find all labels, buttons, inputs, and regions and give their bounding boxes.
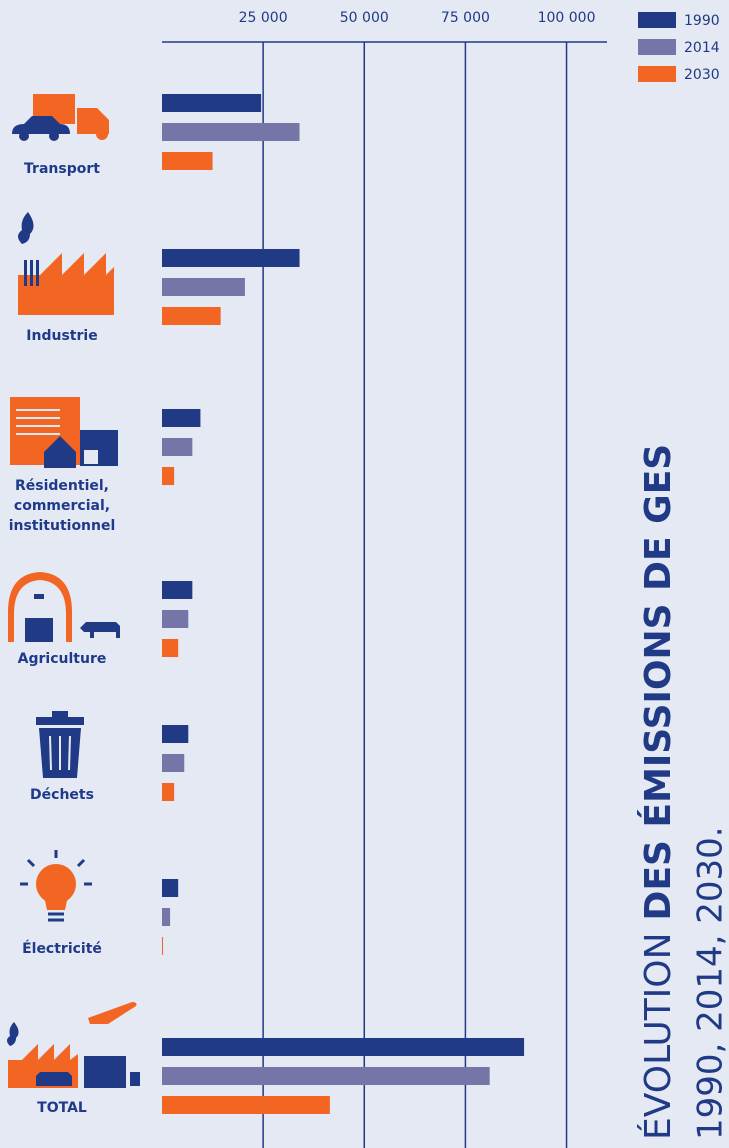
x-tick-label: 25 000 (239, 10, 288, 26)
cow-icon (36, 1072, 72, 1086)
barn-door (25, 618, 53, 642)
bar (162, 409, 201, 427)
chart-title: ÉVOLUTION DES ÉMISSIONS DE GES (637, 444, 679, 1140)
car-icon (49, 131, 59, 141)
bulb-rays (20, 850, 92, 922)
bar (162, 581, 193, 599)
x-tick-label: 50 000 (340, 10, 389, 26)
bar (162, 908, 171, 926)
smoke-icon (7, 1022, 19, 1046)
category-label: Électricité (22, 941, 102, 957)
factory-icon (18, 253, 114, 315)
bar (162, 438, 193, 456)
bar (162, 754, 185, 772)
category-label: Déchets (30, 787, 94, 803)
shop-icon (84, 450, 98, 464)
title-bold: DES ÉMISSIONS DE GES (637, 444, 679, 921)
chart-subtitle: 1990, 2014, 2030. (691, 826, 729, 1140)
legend-label: 2014 (684, 40, 720, 56)
barn-window (34, 594, 44, 599)
legend-swatch (638, 12, 676, 28)
chimney-icon (36, 260, 39, 286)
x-tick-label: 75 000 (441, 10, 490, 26)
category-label: Transport (24, 161, 100, 177)
bar (162, 249, 300, 267)
chimney-icon (24, 260, 27, 286)
trash-icon (52, 711, 68, 717)
legend-swatch (638, 39, 676, 55)
bar (162, 467, 175, 485)
plane-icon (88, 1002, 137, 1024)
car-icon (12, 116, 70, 134)
cow-icon (80, 622, 120, 638)
truck-icon (96, 128, 108, 140)
category-label: Résidentiel, commercial, institutionnel (8, 478, 116, 534)
bar (162, 94, 262, 112)
bulb-icon (36, 864, 76, 904)
bar (162, 1096, 330, 1114)
bar (162, 152, 213, 170)
bar (162, 879, 179, 897)
car-icon (19, 131, 29, 141)
category-label: Industrie (26, 328, 98, 344)
smoke-icon (18, 212, 34, 244)
legend-label: 1990 (684, 13, 720, 29)
bar (162, 639, 179, 657)
bar (162, 307, 221, 325)
bar (162, 1067, 490, 1085)
x-tick-label: 100 000 (538, 10, 596, 26)
bar (162, 1038, 525, 1056)
legend-label: 2030 (684, 67, 720, 83)
bar (162, 783, 175, 801)
category-label: TOTAL (37, 1100, 87, 1116)
bar (162, 123, 300, 141)
bulb-icon (44, 896, 68, 910)
building-lines (16, 409, 60, 435)
trash-icon (130, 1072, 140, 1086)
bar (162, 278, 245, 296)
title-light: ÉVOLUTION (637, 932, 679, 1140)
shop-icon (84, 1056, 126, 1088)
truck-icon (77, 108, 109, 134)
icons (7, 94, 140, 1088)
bar (162, 937, 164, 955)
legend-swatch (638, 66, 676, 82)
bar (162, 610, 189, 628)
category-label: Agriculture (17, 651, 107, 667)
chimney-icon (30, 260, 33, 286)
trash-lines (49, 735, 71, 771)
trash-icon (36, 717, 84, 725)
house-icon (44, 436, 76, 468)
bar (162, 725, 189, 743)
